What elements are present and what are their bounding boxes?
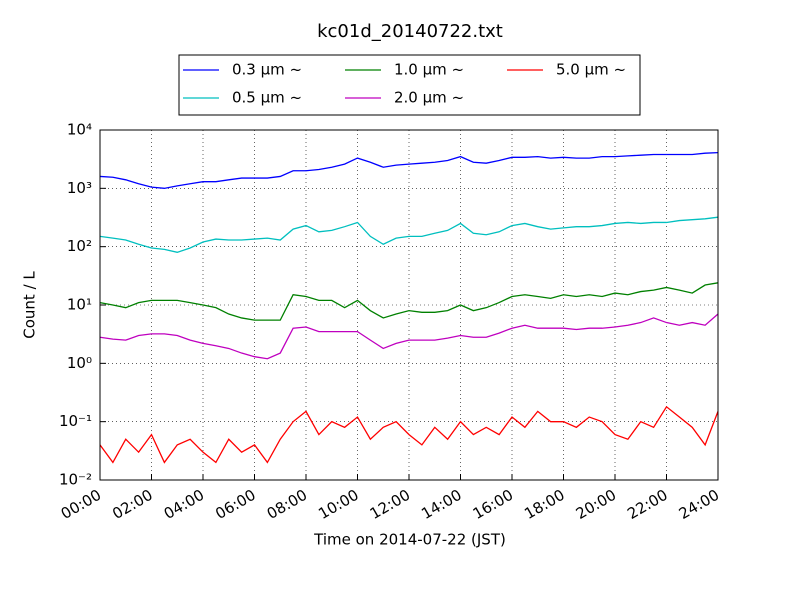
series-line [99,282,719,321]
legend-label: 0.5 μm ~ [232,89,302,107]
y-tick-label: 10⁻² [59,471,92,489]
y-tick-label: 10³ [67,179,92,197]
series-line [99,151,719,189]
series-line [99,313,719,360]
y-tick-label: 10¹ [67,296,92,314]
legend-label: 5.0 μm ~ [556,61,626,79]
y-axis-label: Count / L [21,271,39,339]
legend-box [178,54,641,116]
x-axis-label: Time on 2014-07-22 (JST) [313,531,506,549]
y-tick-label: 10⁰ [67,354,92,372]
y-tick-label: 10² [67,237,92,255]
y-tick-label: 10⁻¹ [59,412,92,430]
chart-title: kc01d_20140722.txt [317,21,503,42]
legend-label: 2.0 μm ~ [394,89,464,107]
series-line [99,216,719,253]
series-line [99,405,719,464]
y-tick-label: 10⁴ [67,121,92,139]
legend-label: 1.0 μm ~ [394,61,464,79]
legend-label: 0.3 μm ~ [232,61,302,79]
plot-frame [99,129,719,481]
